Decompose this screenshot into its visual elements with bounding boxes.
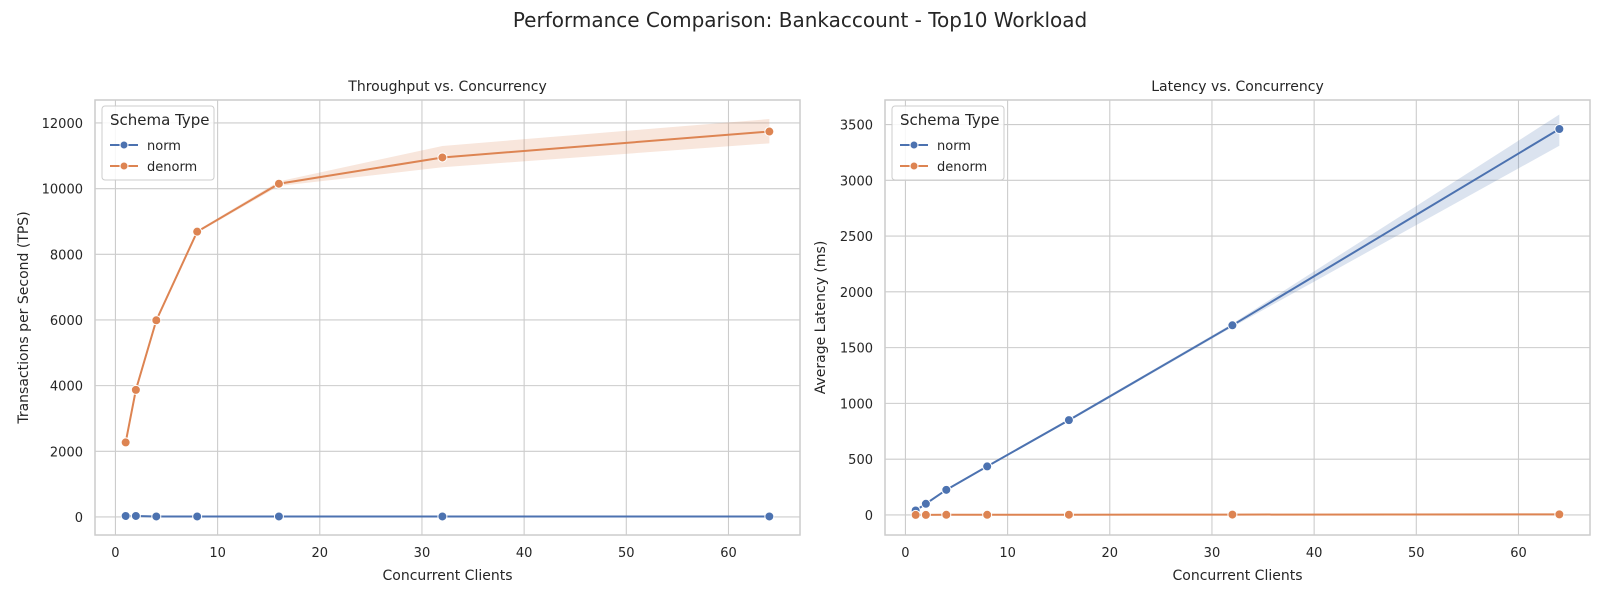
throughput-y-tick-label: 2000 <box>50 445 83 460</box>
latency-axes-frame <box>884 99 1591 536</box>
throughput-x-tick-label: 30 <box>414 546 431 561</box>
latency-y-tick-label: 500 <box>848 453 873 468</box>
throughput-y-tick-label: 8000 <box>50 248 83 263</box>
latency-y-tick-label: 1500 <box>840 342 873 357</box>
latency-data-point-denorm <box>982 509 993 520</box>
latency-y-tick-label: 2500 <box>840 230 873 245</box>
latency-data-point-norm <box>1227 320 1238 331</box>
throughput-y-tick-label: 6000 <box>50 314 83 329</box>
throughput-y-tick-label: 0 <box>75 511 83 526</box>
throughput-y-tick-label: 10000 <box>42 183 83 198</box>
throughput-data-point-denorm <box>437 152 448 163</box>
throughput-data-point-norm <box>764 511 775 522</box>
latency-y-axis-label: Average Latency (ms) <box>813 241 829 395</box>
throughput-data-point-norm <box>437 511 448 522</box>
throughput-data-point-denorm <box>151 315 162 326</box>
latency-chart-title: Latency vs. Concurrency <box>1151 79 1323 95</box>
latency-x-tick-label: 40 <box>1306 546 1323 561</box>
latency-data-point-denorm <box>1554 509 1565 520</box>
throughput-x-axis-label: Concurrent Clients <box>383 568 513 584</box>
throughput-data-point-denorm <box>130 384 141 395</box>
latency-data-point-norm <box>982 461 993 472</box>
latency-legend-box <box>891 105 1005 181</box>
throughput-legend-label-denorm: denorm <box>147 160 197 175</box>
latency-x-tick-label: 10 <box>999 546 1016 561</box>
throughput-legend-box <box>101 105 215 181</box>
latency-y-tick-label: 0 <box>865 509 873 524</box>
latency-data-point-norm <box>941 484 952 495</box>
latency-legend-marker-denorm <box>909 161 919 171</box>
throughput-y-tick-label: 12000 <box>42 117 83 132</box>
latency-data-point-denorm <box>920 509 931 520</box>
throughput-axes-frame <box>94 99 801 536</box>
latency-data-point-denorm <box>941 509 952 520</box>
throughput-y-tick-label: 4000 <box>50 380 83 395</box>
latency-x-tick-label: 0 <box>901 546 909 561</box>
latency-legend-label-norm: norm <box>937 139 971 154</box>
latency-data-point-denorm <box>1063 509 1074 520</box>
throughput-y-axis-label: Transactions per Second (TPS) <box>16 211 32 424</box>
throughput-chart-title: Throughput vs. Concurrency <box>347 79 546 95</box>
latency-x-tick-label: 20 <box>1102 546 1119 561</box>
throughput-legend-label-norm: norm <box>147 139 181 154</box>
throughput-data-point-denorm <box>273 178 284 189</box>
throughput-data-point-norm <box>120 510 131 521</box>
throughput-data-point-norm <box>151 511 162 522</box>
throughput-x-tick-label: 50 <box>618 546 635 561</box>
throughput-x-tick-label: 20 <box>312 546 329 561</box>
throughput-x-tick-label: 40 <box>516 546 533 561</box>
throughput-legend-marker-denorm <box>119 161 129 171</box>
latency-y-tick-label: 1000 <box>840 397 873 412</box>
throughput-data-point-norm <box>273 511 284 522</box>
throughput-data-point-norm <box>130 510 141 521</box>
latency-legend-label-denorm: denorm <box>937 160 987 175</box>
throughput-x-tick-label: 10 <box>209 546 226 561</box>
latency-x-tick-label: 60 <box>1510 546 1527 561</box>
throughput-data-point-denorm <box>764 126 775 137</box>
latency-y-tick-label: 3000 <box>840 174 873 189</box>
latency-x-axis-label: Concurrent Clients <box>1173 568 1303 584</box>
throughput-x-tick-label: 0 <box>111 546 119 561</box>
latency-legend-marker-norm <box>909 140 919 150</box>
latency-data-point-denorm <box>910 509 921 520</box>
latency-x-tick-label: 30 <box>1204 546 1221 561</box>
throughput-legend-marker-norm <box>119 140 129 150</box>
throughput-legend-title: Schema Type <box>110 111 210 129</box>
figure-title: Performance Comparison: Bankaccount - To… <box>512 8 1088 32</box>
latency-series-line-denorm <box>915 513 1560 516</box>
throughput-data-point-norm <box>192 511 203 522</box>
throughput-x-tick-label: 60 <box>720 546 737 561</box>
latency-x-tick-label: 50 <box>1408 546 1425 561</box>
latency-y-tick-label: 2000 <box>840 286 873 301</box>
throughput-data-point-denorm <box>120 437 131 448</box>
latency-data-point-denorm <box>1227 509 1238 520</box>
latency-data-point-norm <box>1063 415 1074 426</box>
latency-data-point-norm <box>920 498 931 509</box>
latency-legend-title: Schema Type <box>900 111 1000 129</box>
throughput-data-point-denorm <box>192 226 203 237</box>
latency-data-point-norm <box>1554 124 1565 134</box>
latency-series-line-norm <box>915 128 1560 512</box>
latency-y-tick-label: 3500 <box>840 119 873 134</box>
